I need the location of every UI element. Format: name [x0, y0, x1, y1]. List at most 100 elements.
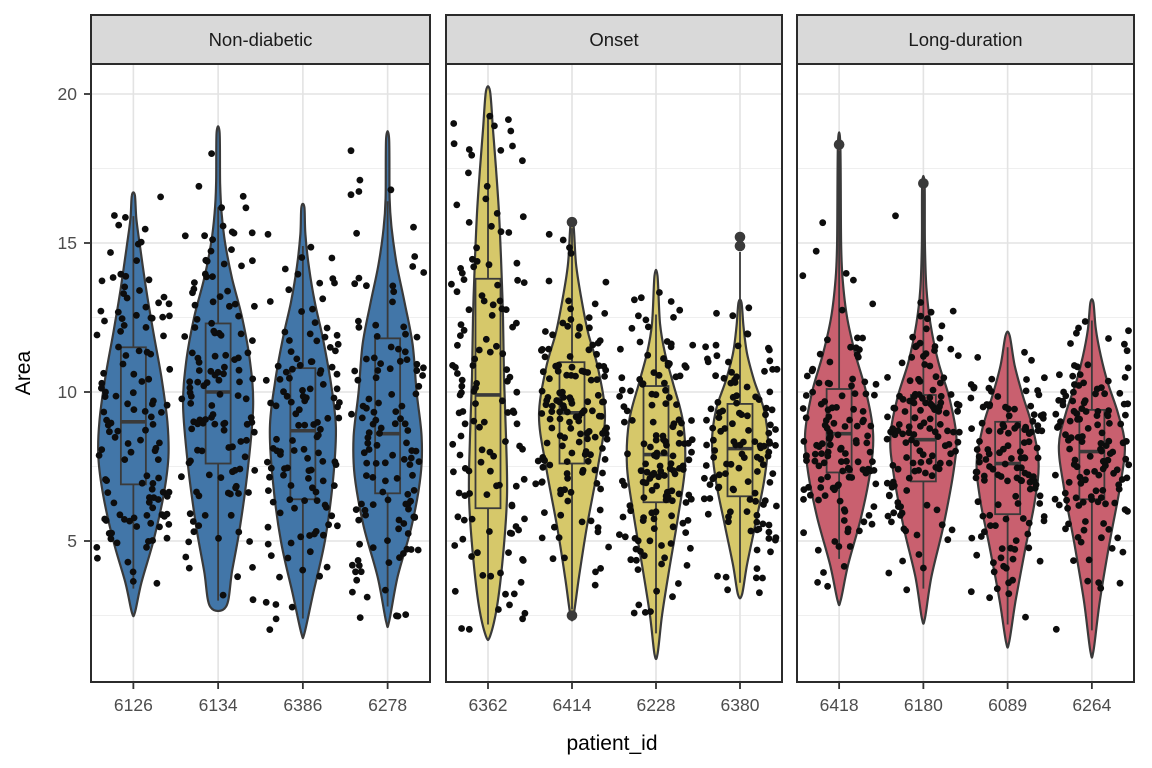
data-point	[710, 454, 718, 461]
data-point	[862, 390, 870, 398]
data-point	[328, 363, 336, 371]
data-point	[191, 301, 199, 309]
data-point	[926, 425, 934, 432]
data-point	[246, 538, 254, 545]
data-point	[264, 540, 272, 548]
data-point	[359, 402, 367, 410]
data-point	[451, 587, 459, 595]
data-point	[1098, 447, 1105, 455]
data-point	[502, 590, 509, 598]
data-point	[899, 557, 906, 565]
data-point	[203, 379, 211, 386]
data-point	[710, 436, 717, 444]
data-point	[387, 186, 395, 194]
data-point	[449, 440, 457, 448]
data-point	[1125, 461, 1133, 469]
data-point	[1052, 471, 1059, 479]
facet-strip	[796, 14, 1135, 65]
data-point	[675, 439, 683, 447]
data-point	[333, 370, 341, 378]
data-point	[713, 352, 721, 360]
data-point	[814, 546, 822, 554]
data-point	[972, 468, 980, 476]
data-point	[973, 446, 981, 453]
data-point	[578, 518, 586, 526]
data-point	[567, 305, 574, 313]
data-point	[1116, 579, 1124, 587]
data-point	[601, 456, 609, 463]
data-point	[769, 470, 777, 477]
data-point	[326, 344, 334, 351]
data-point	[316, 279, 324, 287]
data-point	[1097, 440, 1105, 447]
data-point	[314, 431, 322, 439]
data-point	[102, 517, 110, 524]
data-point	[566, 244, 573, 252]
data-point	[357, 568, 365, 576]
data-point	[454, 341, 461, 349]
data-point	[945, 459, 953, 467]
data-point	[933, 506, 941, 514]
data-point	[299, 566, 307, 574]
data-point	[897, 503, 904, 510]
data-point	[262, 376, 270, 384]
data-point	[483, 491, 491, 498]
data-point	[217, 332, 225, 339]
data-point	[923, 325, 930, 333]
data-point	[292, 410, 300, 418]
data-point	[744, 412, 751, 420]
data-point	[545, 277, 553, 285]
data-point	[582, 448, 590, 455]
data-point	[235, 490, 242, 497]
data-point	[669, 593, 676, 601]
data-point	[382, 477, 389, 485]
data-point	[114, 308, 122, 316]
data-point	[652, 391, 660, 399]
data-point	[1011, 405, 1018, 413]
data-point	[1033, 444, 1041, 452]
data-point	[767, 421, 774, 429]
data-point	[950, 428, 957, 436]
data-point	[229, 443, 236, 451]
data-point	[768, 406, 776, 414]
data-point	[1034, 454, 1042, 462]
data-point	[248, 419, 256, 426]
data-point	[884, 413, 891, 421]
data-point	[1095, 579, 1103, 586]
data-point	[799, 405, 807, 412]
data-point	[237, 438, 245, 445]
data-point	[990, 568, 998, 576]
data-point	[891, 405, 899, 412]
data-point	[621, 418, 628, 426]
data-point	[137, 238, 145, 246]
data-point	[599, 398, 606, 406]
data-point	[210, 327, 218, 335]
data-point	[618, 374, 626, 382]
data-point	[539, 463, 547, 471]
data-point	[319, 381, 327, 388]
data-point	[1076, 473, 1084, 481]
data-point	[648, 509, 656, 517]
data-point	[1097, 584, 1105, 592]
data-point	[532, 480, 540, 488]
data-point	[216, 390, 224, 398]
data-point	[163, 401, 171, 409]
data-point	[163, 510, 171, 518]
data-point	[127, 448, 135, 456]
data-point	[267, 464, 275, 472]
data-point	[949, 307, 957, 315]
data-point	[452, 364, 459, 371]
data-point	[513, 319, 520, 327]
data-point	[636, 338, 644, 346]
data-point	[154, 496, 162, 503]
data-point	[648, 401, 656, 409]
data-point	[656, 462, 664, 470]
data-point	[715, 471, 723, 479]
data-point	[520, 279, 528, 286]
data-point	[384, 537, 391, 544]
data-point	[1094, 498, 1102, 506]
data-point	[488, 222, 495, 230]
data-point	[215, 534, 222, 542]
data-point	[207, 247, 215, 255]
data-point	[334, 340, 342, 348]
